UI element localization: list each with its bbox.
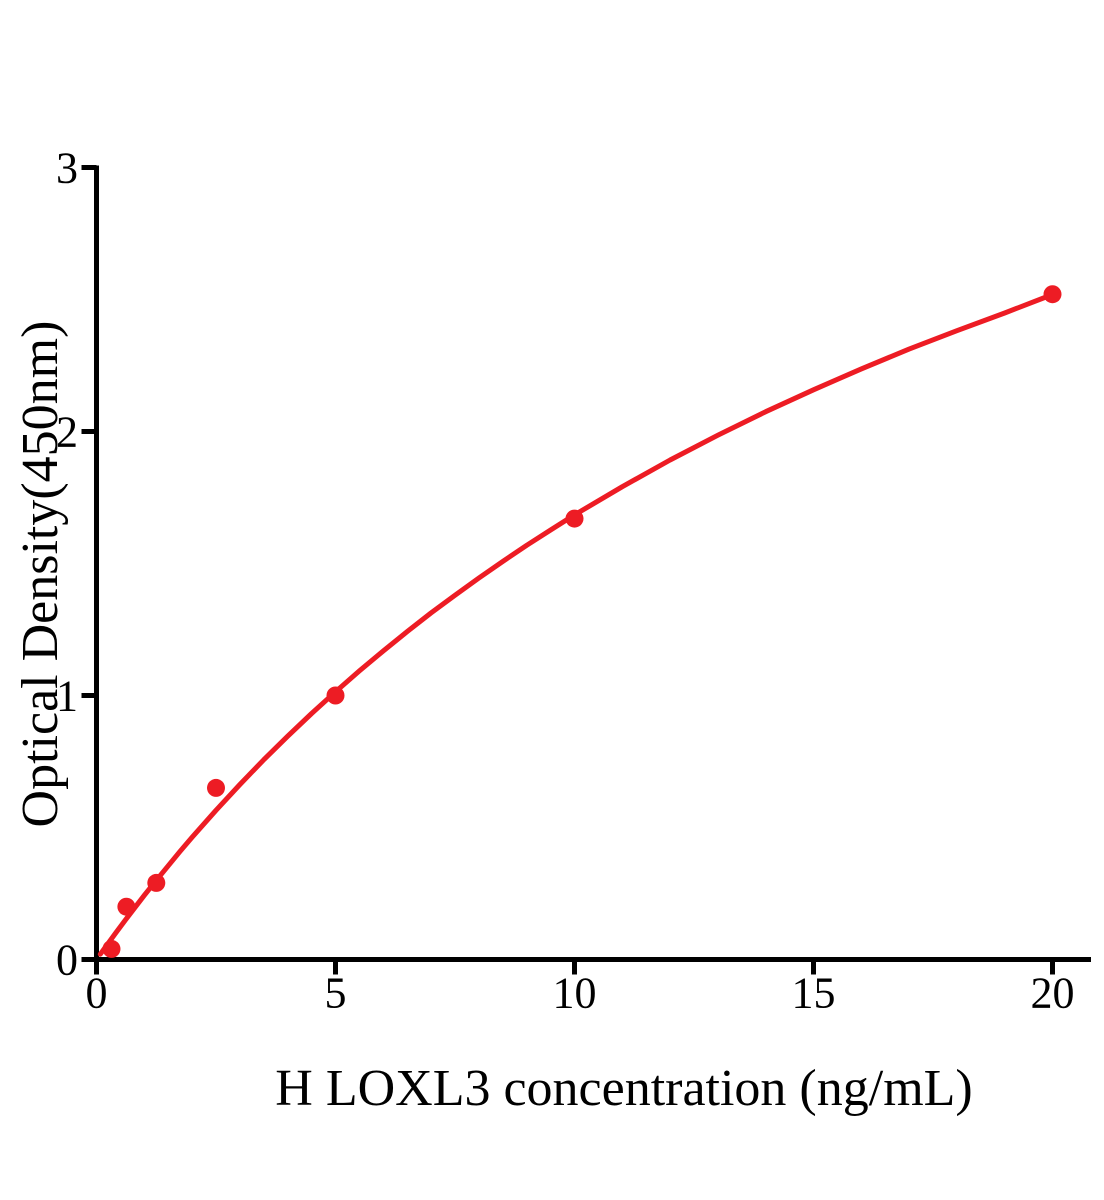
x-tick-label: 0 <box>86 969 108 1018</box>
x-tick-label: 20 <box>1031 969 1075 1018</box>
x-tick-label: 10 <box>553 969 597 1018</box>
y-tick-label: 2 <box>56 408 78 457</box>
data-point <box>1043 285 1062 304</box>
data-point <box>207 778 225 797</box>
data-point <box>326 686 345 705</box>
y-tick-label: 0 <box>56 936 78 985</box>
axes-layer: 0 5 10 15 20 0 1 2 3 <box>56 144 1091 1018</box>
y-tick-label: 1 <box>56 672 78 721</box>
x-tick-label: 5 <box>325 969 347 1018</box>
plot-layer <box>97 285 1062 958</box>
y-tick-label: 3 <box>56 144 78 193</box>
data-point <box>147 873 166 892</box>
data-point <box>117 897 136 916</box>
fit-curve <box>97 292 1055 957</box>
x-axis-title: H LOXL3 concentration (ng/mL) <box>275 1060 972 1117</box>
x-tick-label: 15 <box>792 969 836 1018</box>
data-point <box>565 509 584 528</box>
y-axis-title: Optical Density(450nm) <box>12 321 69 828</box>
data-point <box>102 939 121 958</box>
